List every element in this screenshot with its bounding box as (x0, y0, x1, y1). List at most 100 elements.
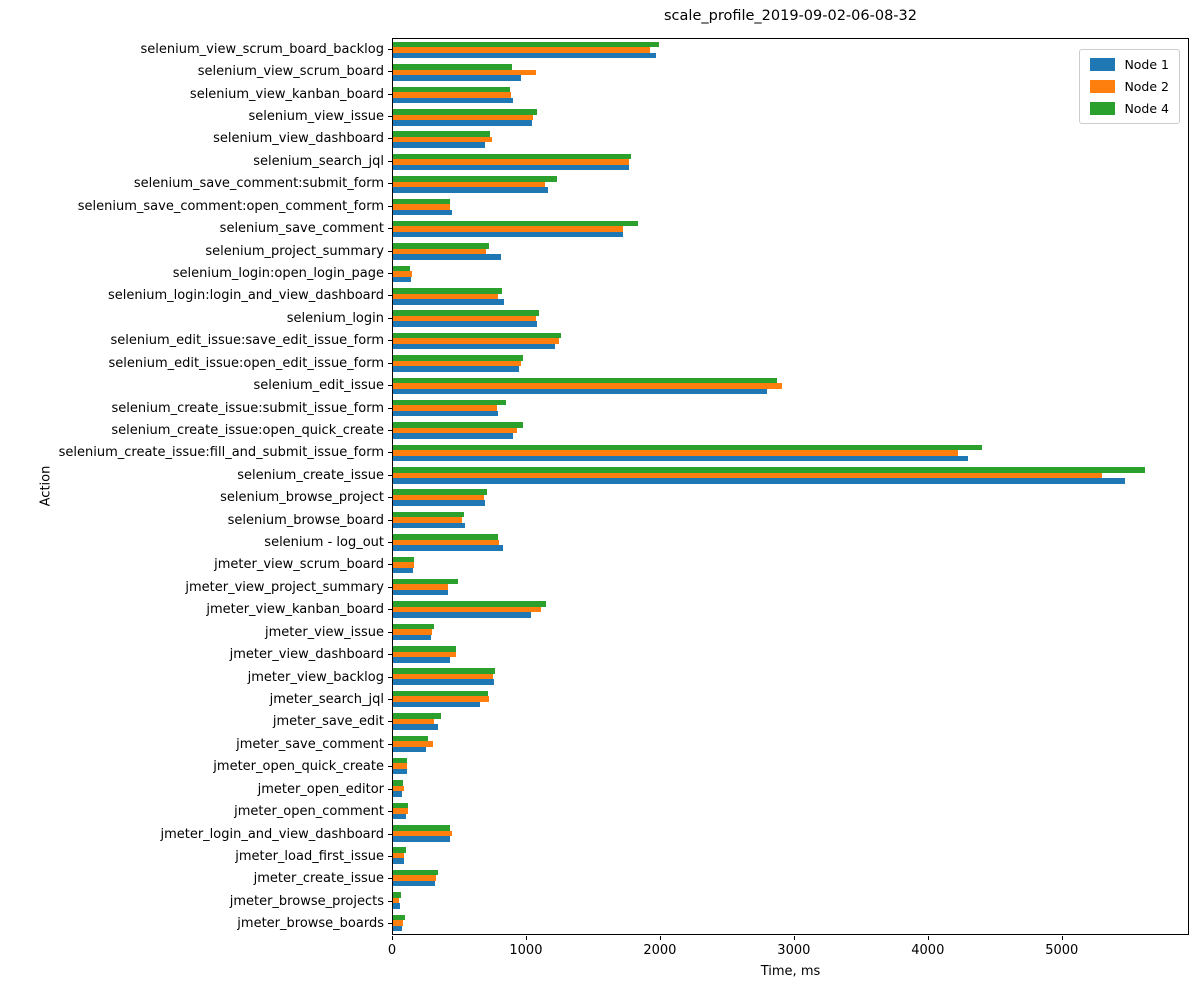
bar-node-2 (393, 159, 630, 165)
bar-node-2 (393, 562, 415, 568)
bar-group (393, 554, 1188, 576)
bar-group (393, 912, 1188, 934)
bar-node-1 (393, 567, 414, 574)
x-tick-mark (525, 936, 527, 940)
y-tick-mark (388, 160, 392, 162)
bar-node-1 (393, 880, 436, 887)
y-tick-mark (388, 205, 392, 207)
bar-node-1 (393, 276, 412, 283)
bar-node-4 (393, 399, 506, 406)
y-tick-mark (388, 497, 392, 499)
y-tick-mark (388, 856, 392, 857)
bar-node-4 (393, 422, 523, 428)
bar-group (393, 375, 1188, 397)
y-tick-mark (388, 811, 392, 813)
category-label: jmeter_view_scrum_board (214, 557, 384, 573)
x-tick-mark (659, 936, 661, 940)
y-tick-mark (388, 115, 392, 117)
category-label: selenium_view_dashboard (213, 131, 384, 147)
bar-node-4 (393, 355, 524, 361)
x-tick-label: 1000 (509, 943, 543, 958)
bar-node-1 (393, 813, 406, 820)
bar-node-2 (393, 606, 542, 613)
y-tick-mark (388, 609, 392, 611)
bar-group (393, 151, 1188, 173)
bar-node-4 (393, 332, 561, 339)
x-tick-label: 3000 (777, 943, 811, 958)
bar-node-4 (393, 243, 489, 249)
y-tick-mark (388, 183, 392, 185)
bar-node-4 (393, 623, 435, 630)
x-tick-mark (392, 936, 393, 940)
bar-node-4 (393, 131, 490, 137)
x-axis-ticks: 0 1000 2000 3000 4000 5000 (388, 935, 1189, 965)
bar-node-4 (393, 847, 406, 853)
y-tick-mark (388, 721, 392, 723)
bar-node-2 (393, 517, 462, 523)
bar-node-1 (393, 433, 514, 439)
category-label: selenium_create_issue:submit_issue_form (111, 400, 384, 416)
bar-node-1 (393, 522, 466, 529)
legend-swatch (1090, 80, 1116, 93)
bar-node-2 (393, 673, 494, 680)
x-axis-label: Time, ms (760, 964, 821, 979)
bar-node-4 (393, 467, 1146, 473)
y-tick-mark (388, 923, 392, 925)
bar-node-4 (393, 646, 456, 652)
bar-node-2 (393, 450, 959, 456)
category-label: selenium_view_issue (248, 108, 384, 124)
bar-group (393, 419, 1188, 441)
bar-node-2 (393, 808, 409, 814)
category-label: selenium_project_summary (205, 243, 384, 259)
bar-node-4 (393, 64, 512, 70)
bar-node-4 (393, 713, 442, 719)
bar-node-1 (393, 791, 402, 797)
legend-label: Node 1 (1124, 57, 1169, 72)
bars-layer (393, 39, 1188, 934)
category-label: jmeter_login_and_view_dashboard (160, 826, 384, 842)
y-tick-mark (388, 788, 392, 790)
bar-group (393, 889, 1188, 911)
y-axis-tick-marks (388, 38, 392, 935)
bar-node-4 (393, 377, 778, 384)
bar-node-1 (393, 410, 498, 417)
bar-node-2 (393, 852, 404, 859)
category-label: selenium_create_issue (237, 467, 384, 483)
bar-node-4 (393, 109, 538, 115)
y-tick-mark (388, 295, 392, 297)
y-tick-mark (388, 429, 392, 431)
bar-node-2 (393, 763, 408, 769)
bar-group (393, 218, 1188, 240)
bar-group (393, 84, 1188, 106)
bar-node-2 (393, 427, 517, 434)
category-label: selenium_login (286, 310, 384, 326)
category-label: jmeter_open_quick_create (213, 759, 384, 775)
legend-label: Node 4 (1124, 101, 1169, 116)
bar-node-4 (393, 489, 487, 495)
y-tick-mark (388, 48, 392, 50)
bar-node-4 (393, 735, 428, 742)
category-label: jmeter_view_backlog (247, 669, 384, 685)
bar-group (393, 129, 1188, 151)
y-tick-mark (388, 519, 392, 521)
bar-node-2 (393, 651, 457, 658)
bar-node-4 (393, 869, 438, 876)
bar-node-2 (393, 741, 434, 747)
bar-group (393, 576, 1188, 598)
x-tick-label: 4000 (911, 943, 945, 958)
bar-node-4 (393, 153, 631, 160)
bar-node-4 (393, 690, 488, 697)
bar-node-2 (393, 136, 492, 143)
bar-node-4 (393, 825, 451, 831)
bar-group (393, 330, 1188, 352)
bar-node-1 (393, 858, 405, 864)
y-tick-mark (388, 676, 392, 678)
category-label: selenium_save_comment:open_comment_form (77, 198, 384, 214)
bar-group (393, 509, 1188, 531)
bar-node-4 (393, 601, 546, 607)
bar-group (393, 285, 1188, 307)
category-label: selenium_login:open_login_page (172, 265, 384, 281)
y-tick-mark (388, 272, 392, 274)
y-axis-tick-labels: selenium_view_scrum_board_backlog seleniu… (0, 38, 384, 935)
